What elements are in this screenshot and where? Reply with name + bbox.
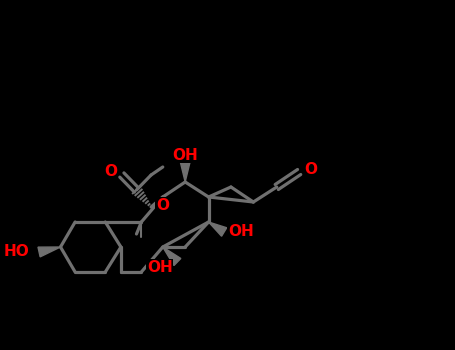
Text: O: O bbox=[156, 197, 169, 212]
Text: OH: OH bbox=[172, 147, 198, 162]
Polygon shape bbox=[208, 222, 227, 236]
Text: O: O bbox=[104, 164, 117, 180]
Text: OH: OH bbox=[228, 224, 254, 239]
Polygon shape bbox=[38, 247, 61, 257]
Polygon shape bbox=[163, 247, 181, 266]
Text: HO: HO bbox=[4, 245, 29, 259]
Text: O: O bbox=[304, 162, 317, 177]
Text: OH: OH bbox=[147, 259, 172, 274]
Polygon shape bbox=[180, 162, 190, 182]
